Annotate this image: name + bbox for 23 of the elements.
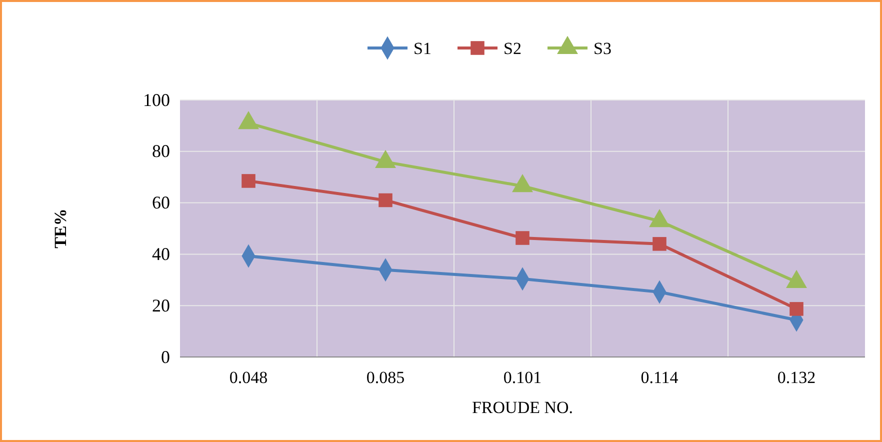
y-tick-label: 100	[143, 90, 170, 110]
y-axis-title: TE%	[51, 208, 70, 248]
legend-label: S1	[414, 39, 432, 58]
x-tick-label: 0.114	[640, 368, 679, 388]
point	[378, 193, 392, 208]
point	[238, 111, 259, 130]
y-tick-label: 80	[152, 141, 170, 162]
x-tick-label: 0.101	[503, 368, 542, 388]
point	[375, 150, 396, 168]
y-tick-label: 40	[152, 244, 170, 264]
point	[516, 231, 530, 245]
y-tick-label: 0	[161, 346, 170, 367]
x-tick-label: 0.085	[366, 368, 405, 388]
point	[512, 174, 533, 192]
x-tick-label: 0.048	[229, 368, 268, 388]
x-axis-title: FROUDE NO.	[472, 398, 574, 417]
point	[790, 302, 804, 316]
x-tick-label: 0.132	[777, 368, 816, 388]
point	[652, 237, 666, 251]
legend-label: S2	[504, 39, 522, 58]
legend-label: S3	[594, 39, 612, 58]
y-tick-label: 20	[152, 295, 170, 316]
y-tick-label: 60	[152, 192, 170, 213]
